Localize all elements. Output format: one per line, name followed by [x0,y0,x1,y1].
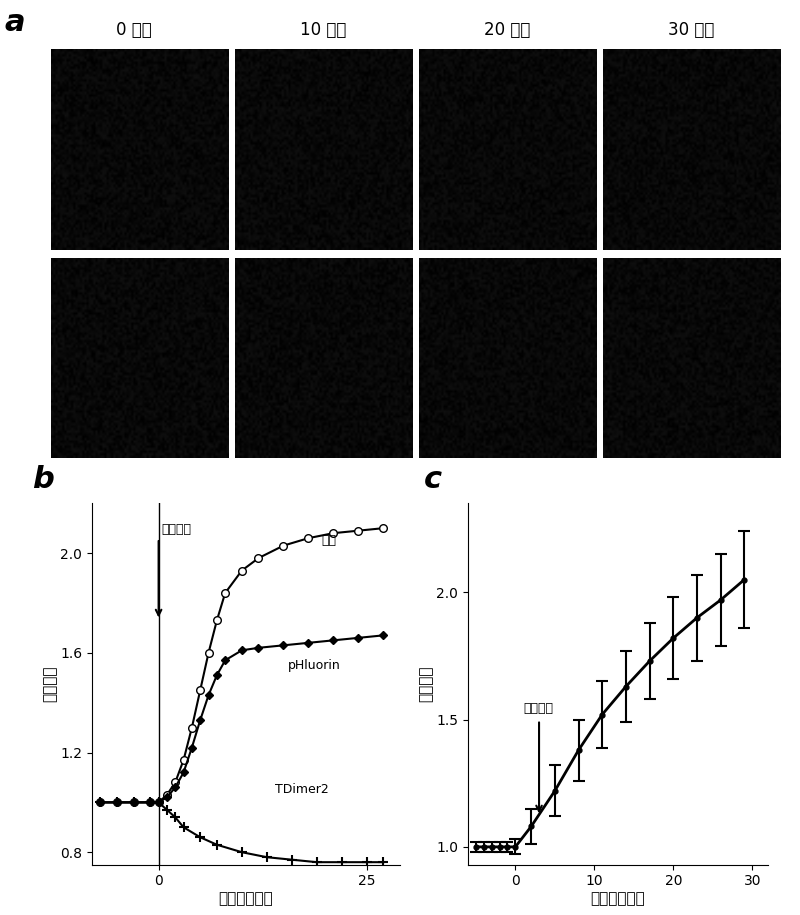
Text: b: b [32,465,54,494]
Text: 0 分钟: 0 分钟 [116,21,152,39]
Text: 10 分钟: 10 分钟 [300,21,346,39]
Y-axis label: 荧光比値: 荧光比値 [418,666,434,702]
Text: a: a [4,7,25,37]
Text: 比値: 比値 [321,534,336,547]
Text: c: c [424,465,442,494]
X-axis label: 时间（分钟）: 时间（分钟） [218,891,274,906]
X-axis label: 时间（分钟）: 时间（分钟） [590,891,646,906]
Text: 20 分钟: 20 分钟 [484,21,530,39]
Y-axis label: 荧光比値: 荧光比値 [42,666,58,702]
Text: pHluorin: pHluorin [288,659,340,672]
Text: TDimer2: TDimer2 [275,783,329,796]
Text: 加胰岛素: 加胰岛素 [161,522,191,535]
Text: 加胰岛素: 加胰岛素 [523,702,554,715]
Text: 30 分钟: 30 分钟 [668,21,714,39]
